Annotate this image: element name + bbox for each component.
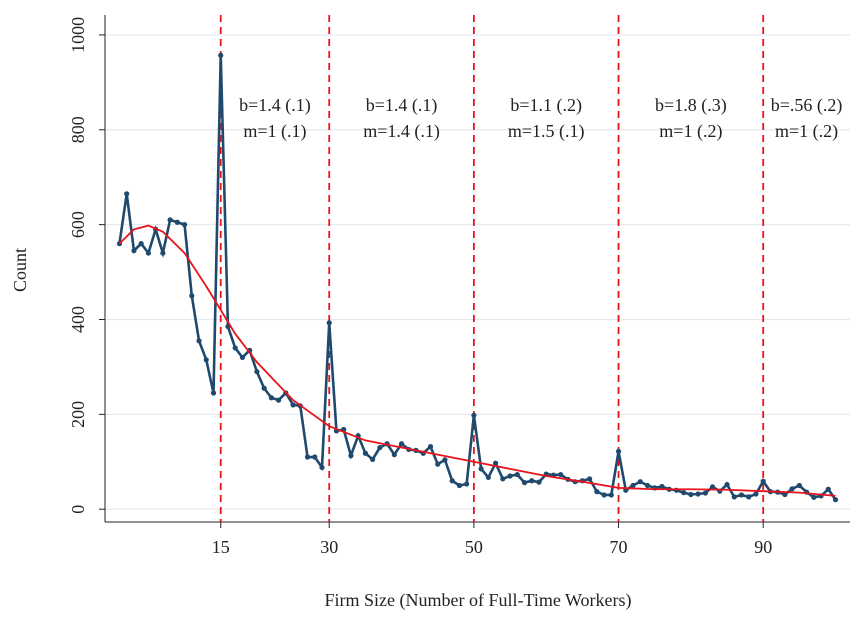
- point: [760, 478, 766, 484]
- point: [753, 491, 759, 497]
- point: [471, 412, 477, 418]
- point: [695, 491, 701, 497]
- point: [796, 482, 802, 489]
- point: [326, 320, 332, 326]
- point: [312, 454, 318, 460]
- point: [536, 479, 542, 485]
- annotation: m=1 (.2): [659, 121, 722, 142]
- annotation: m=1 (.1): [243, 121, 306, 142]
- point: [738, 492, 745, 498]
- point: [181, 222, 188, 228]
- point: [825, 486, 831, 492]
- point: [449, 478, 455, 484]
- point: [370, 456, 376, 462]
- point: [348, 453, 354, 459]
- point: [160, 250, 166, 256]
- point: [644, 482, 651, 489]
- point: [500, 476, 506, 482]
- point: [724, 481, 730, 488]
- point: [275, 397, 282, 403]
- point: [746, 494, 752, 500]
- annotation: m=1.4 (.1): [363, 121, 440, 142]
- x-axis-title: Firm Size (Number of Full-Time Workers): [324, 590, 631, 611]
- annotation: m=1 (.2): [775, 121, 838, 142]
- annotation: b=1.1 (.2): [510, 95, 582, 116]
- point: [145, 250, 151, 256]
- series-line: [118, 224, 836, 497]
- point: [261, 385, 267, 391]
- point: [435, 461, 441, 467]
- point: [789, 486, 795, 492]
- point: [637, 479, 643, 485]
- annotation: m=1.5 (.1): [508, 121, 585, 142]
- y-tick-label: 400: [68, 306, 88, 333]
- point: [268, 395, 274, 401]
- point: [189, 293, 195, 299]
- series-line: [118, 55, 837, 501]
- x-tick-label: 90: [754, 537, 772, 557]
- point: [601, 492, 607, 498]
- point: [529, 478, 535, 484]
- point: [492, 460, 499, 466]
- point: [702, 490, 708, 496]
- y-tick-label: 200: [68, 401, 88, 428]
- point: [254, 369, 260, 375]
- point: [832, 497, 839, 503]
- point: [138, 241, 144, 247]
- point: [594, 489, 600, 495]
- point: [485, 474, 491, 481]
- point: [507, 473, 513, 479]
- point: [196, 338, 202, 344]
- point: [239, 354, 246, 361]
- point: [782, 491, 788, 498]
- point: [398, 441, 405, 447]
- point: [131, 248, 137, 254]
- point: [811, 494, 817, 500]
- point: [709, 484, 716, 490]
- point: [514, 471, 520, 478]
- point: [615, 448, 622, 454]
- point: [442, 457, 448, 463]
- point: [427, 443, 434, 450]
- point: [681, 489, 687, 496]
- point: [362, 450, 368, 456]
- x-tick-label: 30: [320, 537, 338, 557]
- y-tick-label: 0: [68, 505, 88, 514]
- point: [630, 482, 636, 489]
- point: [304, 454, 311, 460]
- point: [210, 390, 217, 396]
- point: [124, 191, 130, 197]
- point: [478, 466, 484, 472]
- point: [587, 476, 593, 482]
- annotation: b=1.8 (.3): [655, 95, 727, 116]
- annotation: b=1.4 (.1): [366, 95, 438, 116]
- point: [377, 444, 383, 451]
- point: [731, 494, 737, 500]
- point: [290, 402, 296, 408]
- y-tick-label: 600: [68, 211, 88, 238]
- point: [167, 217, 173, 223]
- point: [608, 492, 614, 498]
- y-tick-label: 800: [68, 116, 88, 143]
- point: [218, 52, 224, 58]
- point: [174, 219, 180, 225]
- point: [558, 471, 564, 478]
- point: [464, 481, 470, 487]
- point: [521, 480, 528, 486]
- point: [456, 482, 463, 489]
- point: [232, 345, 238, 351]
- point: [688, 491, 694, 498]
- point: [319, 464, 325, 471]
- y-axis-title: Count: [10, 248, 30, 292]
- annotation: b=1.4 (.1): [239, 95, 311, 116]
- y-tick-label: 1000: [68, 17, 88, 53]
- x-tick-label: 15: [212, 537, 230, 557]
- point: [203, 357, 209, 363]
- annotation: b=.56 (.2): [771, 95, 843, 116]
- point: [659, 483, 665, 490]
- point: [391, 452, 397, 458]
- x-tick-label: 70: [610, 537, 628, 557]
- x-tick-label: 50: [465, 537, 483, 557]
